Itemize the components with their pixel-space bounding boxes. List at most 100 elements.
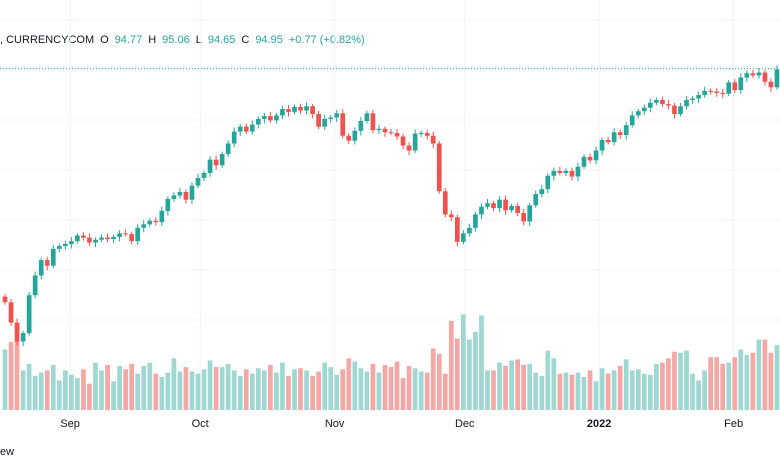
volume-bar	[286, 375, 291, 410]
candle-body	[485, 203, 490, 207]
volume-bar	[159, 377, 165, 410]
volume-bar	[497, 362, 502, 410]
candle-body	[364, 113, 370, 122]
volume-bar	[129, 363, 135, 410]
volume-bar	[430, 348, 436, 410]
symbol-header: , CURRENCYCOM O 94.77 H 95.06 L 94.65 C 94.9…	[0, 31, 371, 49]
volume-bar	[219, 367, 225, 410]
candle-body	[406, 145, 412, 151]
candle-body	[81, 235, 86, 238]
volume-bar	[623, 359, 629, 410]
candle-body	[666, 104, 671, 106]
x-tick-label: Nov	[325, 418, 345, 430]
volume-bar	[672, 351, 677, 410]
candle-body	[527, 205, 533, 222]
volume-bar	[249, 373, 255, 410]
candle-body	[219, 154, 225, 166]
candle-body	[690, 98, 695, 100]
candle-body	[418, 132, 424, 134]
volume-bar	[117, 366, 122, 410]
candle-body	[135, 227, 141, 242]
volume-bar	[225, 363, 231, 410]
volume-bar	[81, 369, 86, 410]
volume-bar	[611, 370, 617, 410]
volume-bar	[732, 357, 738, 410]
x-tick-label: 2022	[587, 418, 611, 430]
candle-body	[521, 213, 527, 222]
candle-body	[69, 241, 74, 244]
candle-body	[280, 109, 285, 116]
candle-body	[738, 77, 744, 91]
candle-body	[38, 260, 44, 276]
candle-body	[575, 166, 581, 177]
volume-bar	[316, 371, 321, 410]
candle-body	[678, 106, 683, 114]
volume-bar	[322, 362, 328, 410]
candle-body	[141, 224, 147, 228]
volume-bar	[774, 345, 780, 410]
candle-body	[617, 132, 623, 136]
change-value: +0.77 (+0.82%)	[288, 34, 365, 46]
volume-bar	[744, 355, 750, 410]
candle-body	[370, 113, 376, 131]
volume-bar	[147, 362, 153, 410]
volume-bar	[56, 380, 62, 410]
volume-bar	[629, 370, 635, 410]
candle-body	[117, 233, 122, 237]
candle-body	[316, 114, 321, 127]
volume-bar	[135, 373, 141, 410]
candle-body	[286, 109, 291, 112]
candle-body	[503, 199, 508, 211]
candle-body	[261, 116, 267, 119]
candle-body	[8, 302, 14, 323]
footer-link[interactable]: ew	[0, 446, 15, 458]
volume-bar	[213, 367, 219, 410]
candle-body	[684, 99, 689, 107]
x-tick-label: Oct	[192, 418, 209, 430]
volume-bar	[545, 350, 551, 410]
candle-body	[231, 131, 237, 144]
candle-body	[123, 233, 128, 235]
candle-body	[292, 106, 297, 112]
volume-bar	[183, 367, 189, 410]
volume-bar	[32, 375, 38, 410]
volume-bar	[406, 366, 412, 410]
symbol-name[interactable]: , CURRENCYCOM	[0, 34, 95, 46]
candle-body	[442, 191, 448, 215]
volume-bar	[261, 370, 267, 410]
volume-bar	[467, 339, 472, 410]
volume-bar	[539, 375, 545, 410]
candle-body	[545, 175, 551, 190]
volume-bar	[557, 373, 563, 410]
volume-bar	[298, 368, 303, 410]
candle-body	[322, 118, 328, 127]
candle-body	[551, 170, 557, 176]
volume-bar	[768, 352, 774, 410]
volume-bar	[165, 372, 171, 410]
candle-body	[430, 135, 436, 144]
candle-body	[593, 150, 599, 161]
low-value: 94.65	[207, 34, 236, 46]
candle-body	[26, 295, 32, 334]
volume-bar	[684, 350, 689, 410]
candle-body	[569, 170, 575, 177]
candle-body	[99, 237, 104, 240]
volume-bar	[442, 373, 448, 410]
candle-body	[708, 90, 713, 92]
volume-bar	[454, 338, 460, 410]
volume-bar	[424, 372, 430, 410]
volume-bar	[503, 366, 508, 410]
candle-body	[599, 139, 605, 151]
candle-body	[352, 130, 358, 141]
candle-body	[635, 111, 641, 116]
volume-bar	[515, 359, 521, 410]
volume-bar	[255, 368, 261, 410]
candle-body	[762, 72, 768, 82]
volume-bar	[473, 331, 478, 410]
volume-bar	[599, 368, 605, 410]
volume-bar	[195, 373, 201, 410]
candle-body	[201, 173, 207, 178]
candle-body	[714, 91, 720, 93]
candle-body	[515, 206, 521, 214]
